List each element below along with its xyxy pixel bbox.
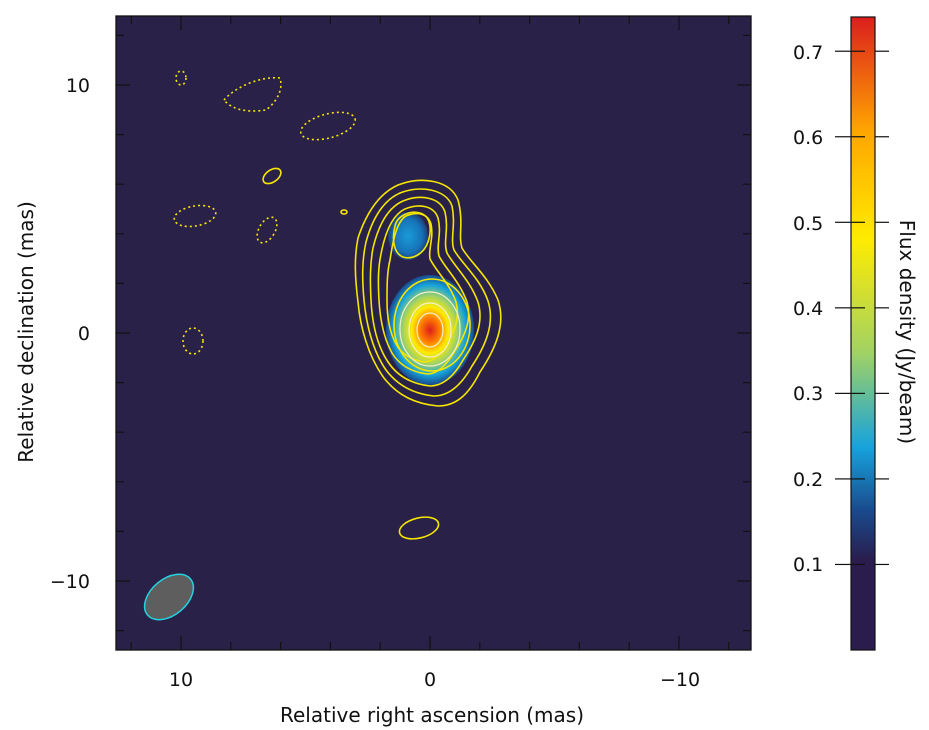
neg-contour-6: [175, 70, 187, 86]
neg-contour-5: [182, 327, 204, 355]
contour-south-blob: [398, 516, 440, 540]
inner-contours: [399, 291, 461, 367]
x-tick-label-minus10: −10: [660, 669, 700, 691]
colorbar-tick-label-0.3: 0.3: [793, 383, 823, 405]
contour-tiny: [340, 209, 348, 215]
contour-level-3: [369, 196, 481, 387]
colorbar-tick-label-0.4: 0.4: [793, 298, 823, 320]
x-axis-title: Relative right ascension (mas): [280, 703, 584, 727]
colorbar-tick-label-0.6: 0.6: [793, 127, 823, 149]
negative-contours: [173, 70, 357, 355]
contour-core-inner-2: [408, 302, 452, 358]
colorbar: [850, 16, 876, 651]
core-emission: [386, 275, 474, 385]
beam-ellipse: [143, 573, 195, 621]
colorbar-tick-label-0.7: 0.7: [793, 42, 823, 64]
x-tick-label-10: 10: [169, 669, 193, 691]
y-axis-title: Relative declination (mas): [14, 201, 38, 462]
contour-level-5: [386, 212, 459, 363]
colorbar-tick-label-0.5: 0.5: [793, 213, 823, 235]
y-tick-label-0: 0: [78, 323, 90, 345]
neg-contour-1: [222, 76, 282, 112]
contour-small-west: [262, 167, 282, 185]
y-tick-label-minus10: −10: [50, 571, 90, 593]
jet-knot-emission: [388, 212, 428, 260]
contour-level-7: [393, 278, 471, 372]
colorbar-ticks: [835, 50, 889, 566]
contour-core-inner-3: [416, 312, 444, 348]
axis-ticks: [116, 16, 751, 650]
contour-level-1: [354, 179, 502, 407]
colorbar-tick-label-0.1: 0.1: [793, 554, 823, 576]
neg-contour-2: [299, 111, 357, 141]
y-tick-label-10: 10: [66, 75, 90, 97]
neg-contour-4: [256, 216, 278, 244]
contour-level-2: [361, 188, 492, 397]
neg-contour-3: [173, 204, 217, 228]
contour-level-4: [377, 205, 470, 375]
positive-contours: [262, 167, 502, 540]
x-tick-label-0: 0: [424, 669, 436, 691]
colorbar-title: Flux density (Jy/beam): [895, 220, 919, 444]
contour-level-6: [392, 211, 431, 259]
colorbar-tick-label-0.2: 0.2: [793, 469, 823, 491]
contour-core-inner-1: [399, 291, 461, 367]
